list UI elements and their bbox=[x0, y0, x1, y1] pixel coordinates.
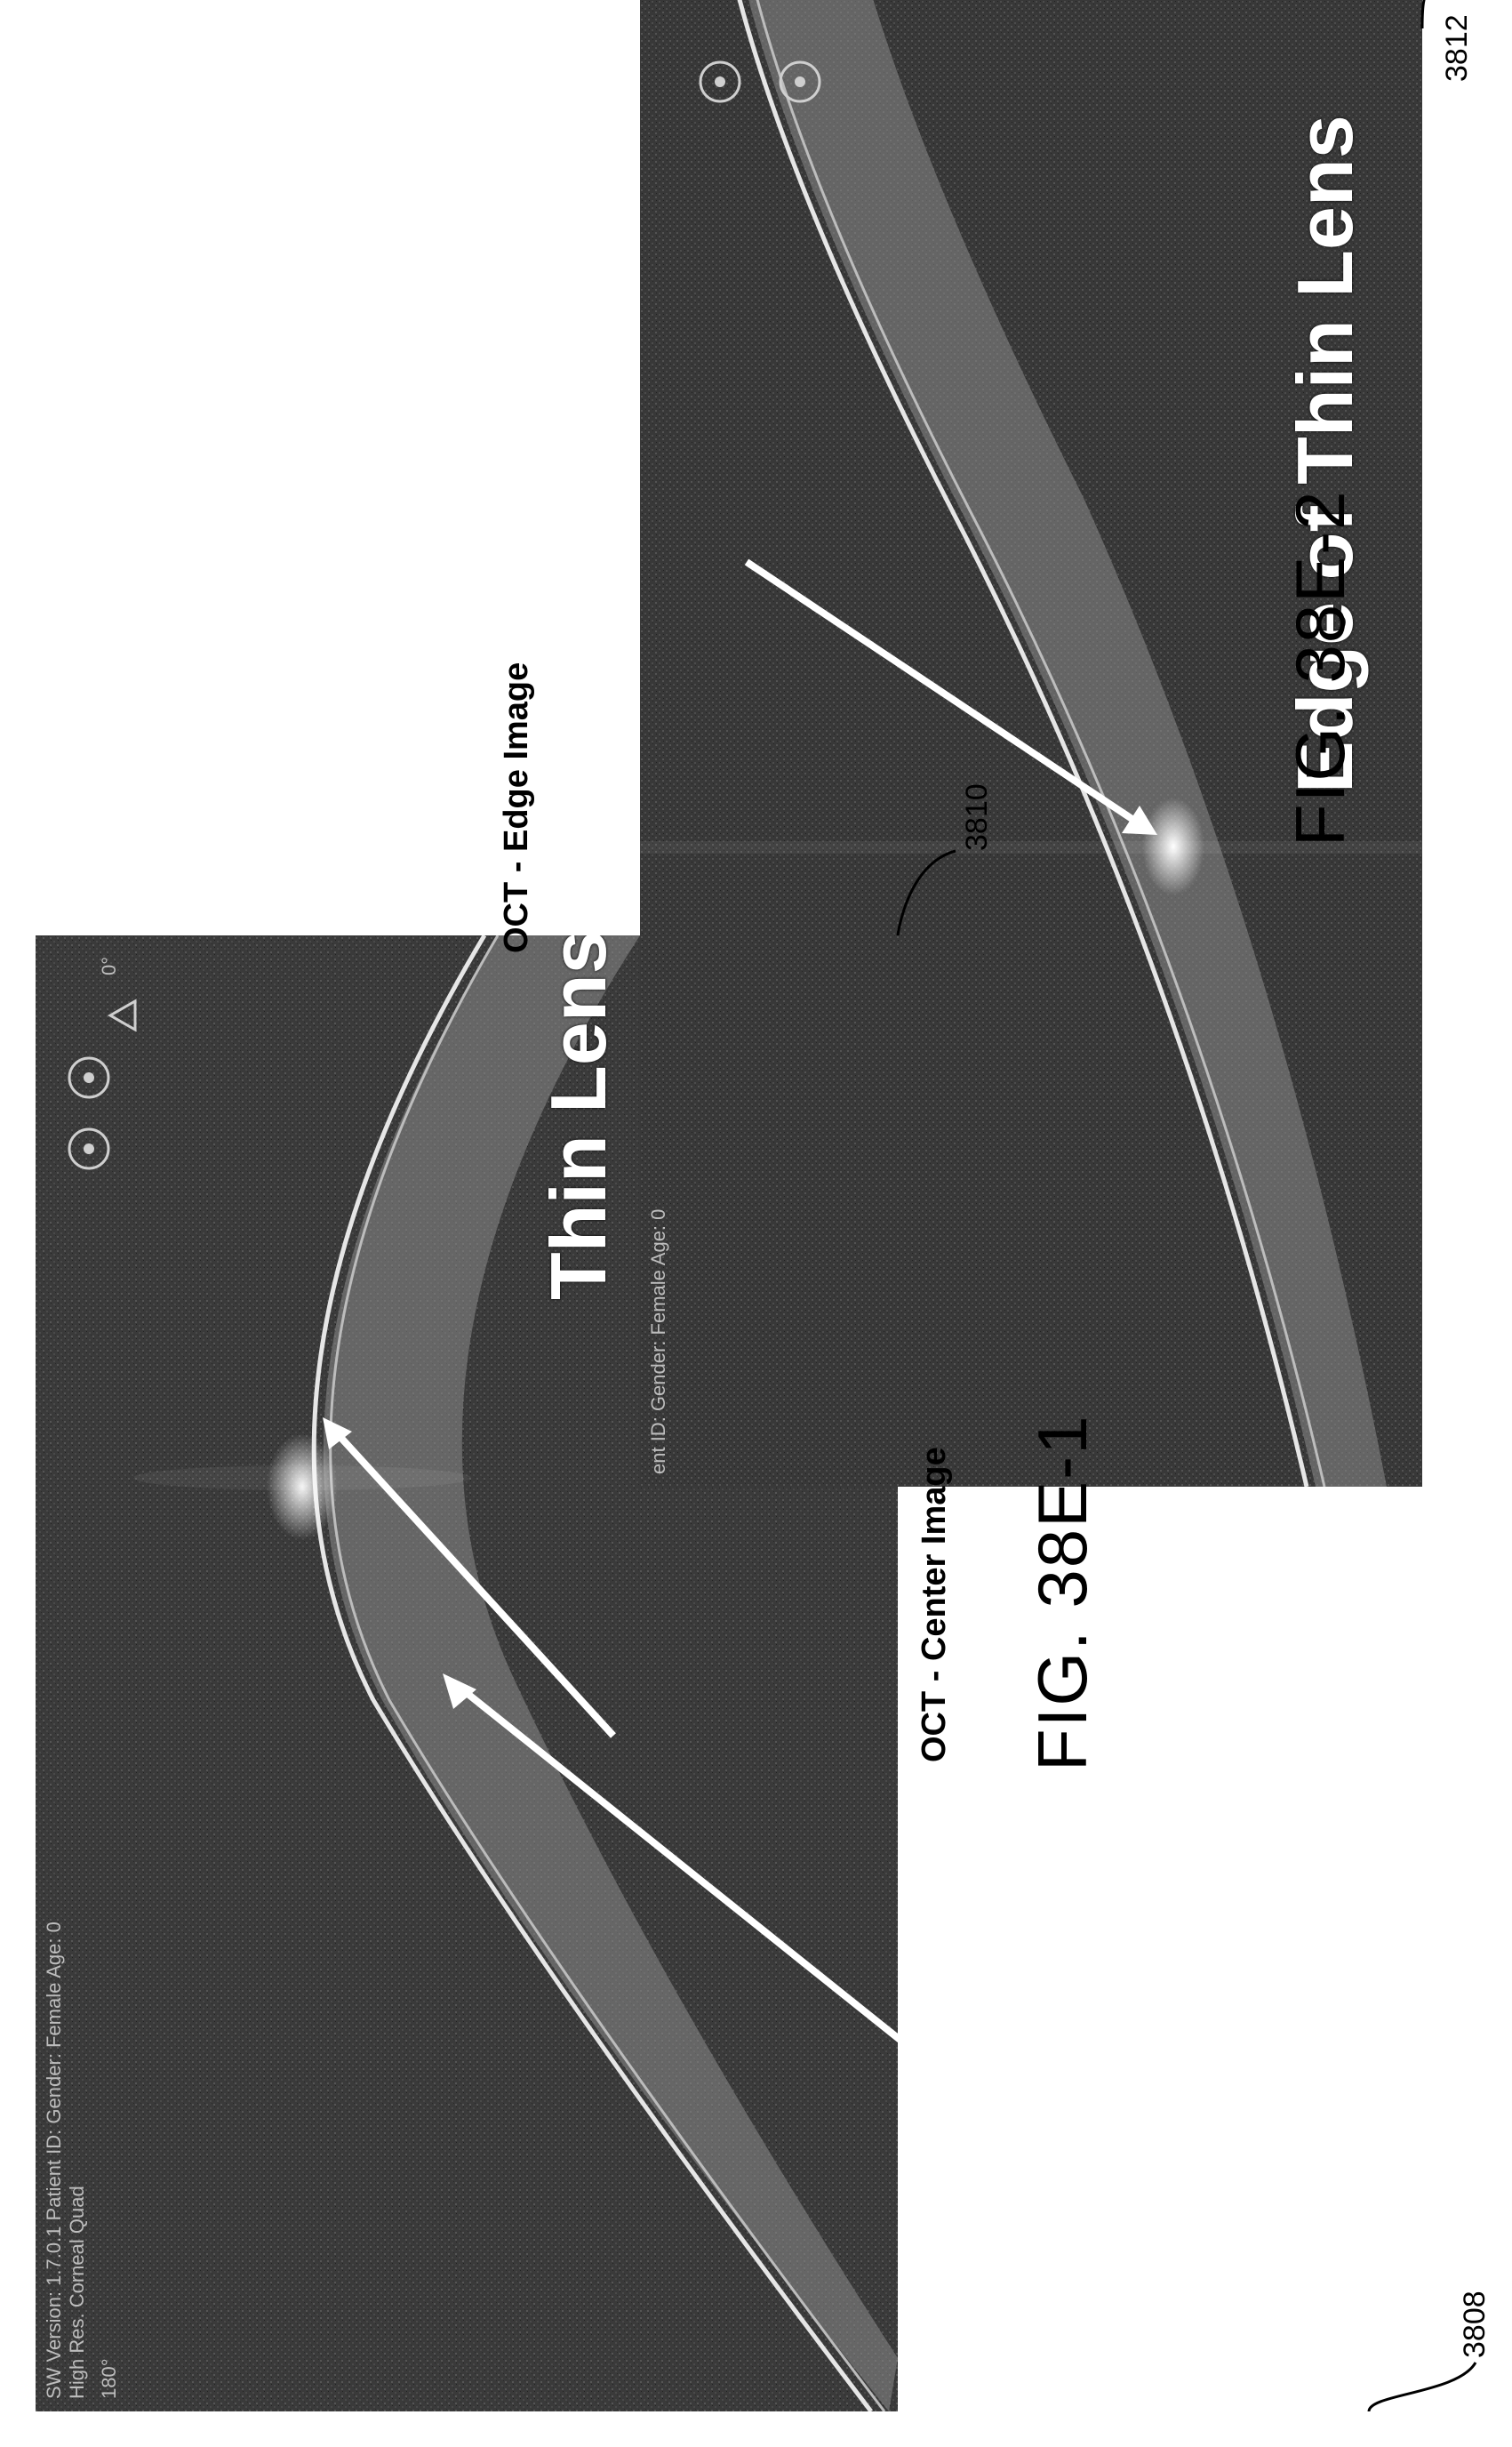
ref-3810: 3810 bbox=[960, 783, 995, 851]
ref-3812: 3812 bbox=[1440, 14, 1475, 82]
ref-3808: 3808 bbox=[1458, 2291, 1492, 2358]
